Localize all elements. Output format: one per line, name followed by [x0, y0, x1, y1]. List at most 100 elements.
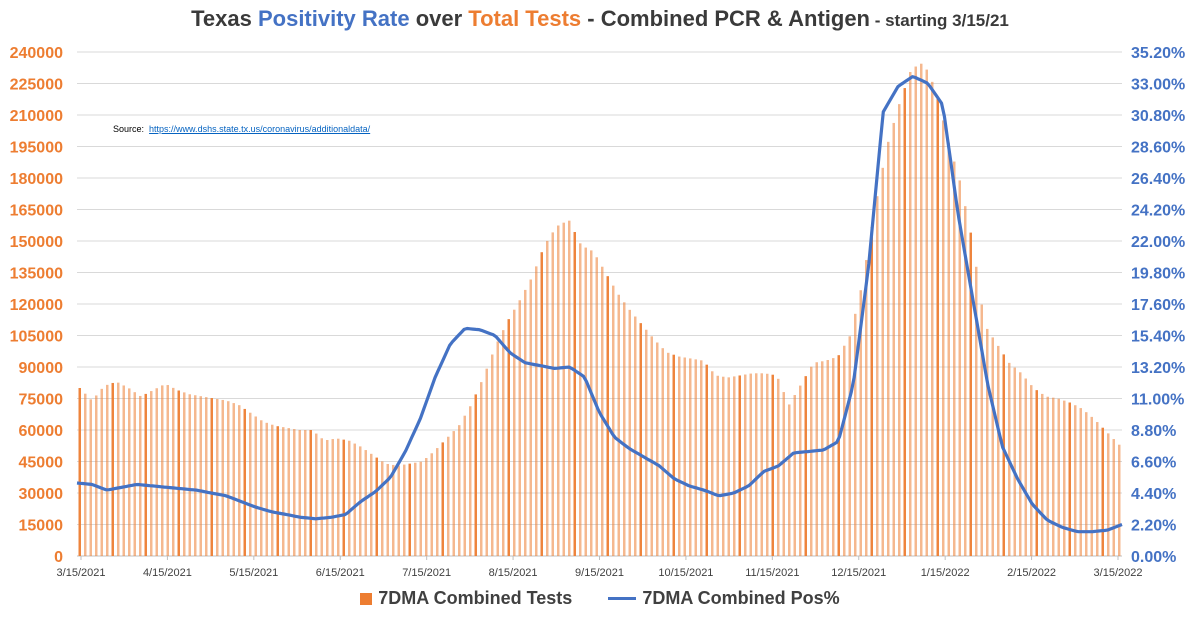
bar	[573, 232, 576, 556]
bar	[1063, 400, 1066, 556]
bar	[1046, 396, 1049, 556]
bar	[128, 388, 131, 556]
bar	[870, 227, 873, 556]
bar	[315, 433, 318, 556]
source-note: Source: https://www.dshs.state.tx.us/cor…	[113, 124, 370, 134]
bar	[348, 440, 351, 556]
title-part-starting: - starting 3/15/21	[870, 11, 1009, 30]
bar	[1107, 433, 1110, 556]
bar	[480, 382, 483, 556]
bar	[936, 97, 939, 557]
bar	[172, 387, 175, 556]
right-tick-label: 19.80%	[1131, 266, 1185, 283]
bar	[865, 260, 868, 556]
bar	[1057, 398, 1060, 556]
bar	[161, 385, 164, 556]
bar	[584, 247, 587, 557]
source-label: Source:	[113, 124, 145, 134]
bar	[1085, 412, 1088, 556]
bar	[216, 399, 219, 556]
bar	[661, 348, 664, 556]
bar	[601, 266, 604, 556]
bar	[793, 395, 796, 556]
bar	[507, 319, 510, 556]
legend-item-tests: 7DMA Combined Tests	[360, 588, 572, 609]
bar	[969, 232, 972, 556]
legend-item-pos: 7DMA Combined Pos%	[608, 588, 840, 609]
legend-swatch-bar	[360, 592, 373, 605]
bar	[876, 196, 879, 556]
right-tick-label: 22.00%	[1131, 234, 1185, 251]
bar	[502, 330, 505, 556]
bar	[331, 439, 334, 556]
right-tick-label: 11.00%	[1131, 392, 1184, 409]
left-tick-label: 90000	[19, 360, 64, 377]
bar	[117, 382, 120, 556]
source-link[interactable]: https://www.dshs.state.tx.us/coronavirus…	[149, 124, 371, 134]
bar	[920, 63, 923, 556]
bar	[678, 356, 681, 556]
title-part-tests: Total Tests	[468, 6, 582, 31]
bar	[694, 359, 697, 556]
x-tick-label: 9/15/2021	[575, 567, 624, 579]
bar	[590, 250, 593, 556]
bar	[942, 120, 945, 556]
bar	[282, 427, 285, 556]
right-tick-label: 17.60%	[1131, 297, 1185, 314]
right-tick-label: 35.20%	[1131, 45, 1185, 62]
right-tick-label: 6.60%	[1131, 455, 1176, 472]
legend-swatch-line	[608, 597, 637, 600]
positivity-line	[76, 75, 1123, 534]
bar	[722, 376, 725, 556]
legend: 7DMA Combined Tests 7DMA Combined Pos%	[0, 588, 1200, 609]
bar	[166, 385, 169, 556]
bar	[925, 69, 928, 557]
bar	[370, 453, 373, 556]
bar	[386, 463, 389, 556]
title-part-positivity: Positivity Rate	[257, 6, 410, 31]
bar	[513, 309, 516, 556]
bar	[419, 461, 422, 556]
bar	[815, 362, 818, 556]
left-tick-label: 15000	[19, 518, 64, 535]
right-tick-label: 28.60%	[1131, 140, 1185, 157]
bar	[84, 393, 87, 556]
bar	[612, 285, 615, 556]
bar	[672, 354, 675, 556]
bar	[887, 141, 890, 557]
bar	[287, 428, 290, 556]
x-tick-label: 1/15/2022	[921, 567, 970, 579]
bar	[375, 457, 378, 556]
bar	[447, 436, 450, 556]
bar	[689, 358, 692, 556]
x-tick-label: 6/15/2021	[316, 567, 365, 579]
left-tick-label: 60000	[19, 423, 64, 440]
x-tick-label: 8/15/2021	[489, 567, 538, 579]
bar	[843, 345, 846, 556]
bar	[524, 289, 527, 556]
bar	[821, 361, 824, 556]
bar	[430, 453, 433, 556]
bar	[452, 431, 455, 556]
right-tick-label: 15.40%	[1131, 329, 1185, 346]
bar	[529, 279, 532, 556]
x-axis-ticks: 3/15/2021 4/15/2021 5/15/2021 6/15/2021 7/15…	[57, 556, 1142, 579]
bar	[243, 408, 246, 556]
bar	[810, 366, 813, 556]
bar	[744, 374, 747, 556]
bar	[199, 396, 202, 556]
left-tick-label: 75000	[19, 392, 64, 409]
left-tick-label: 120000	[10, 297, 63, 314]
right-tick-label: 2.20%	[1131, 518, 1176, 535]
title-part-texas: Texas	[191, 6, 258, 31]
right-axis-ticks: 0.00% 2.20% 4.40% 6.60% 8.80% 11.00% 13.20% 15.…	[1131, 45, 1185, 566]
bar-series-tests	[78, 63, 1121, 557]
left-tick-label: 225000	[10, 77, 63, 94]
bar	[628, 309, 631, 556]
right-tick-label: 26.40%	[1131, 171, 1185, 188]
x-tick-label: 2/15/2022	[1007, 567, 1056, 579]
bar	[298, 429, 301, 556]
x-tick-label: 7/15/2021	[402, 567, 451, 579]
bar	[155, 388, 158, 556]
bar	[364, 450, 367, 556]
